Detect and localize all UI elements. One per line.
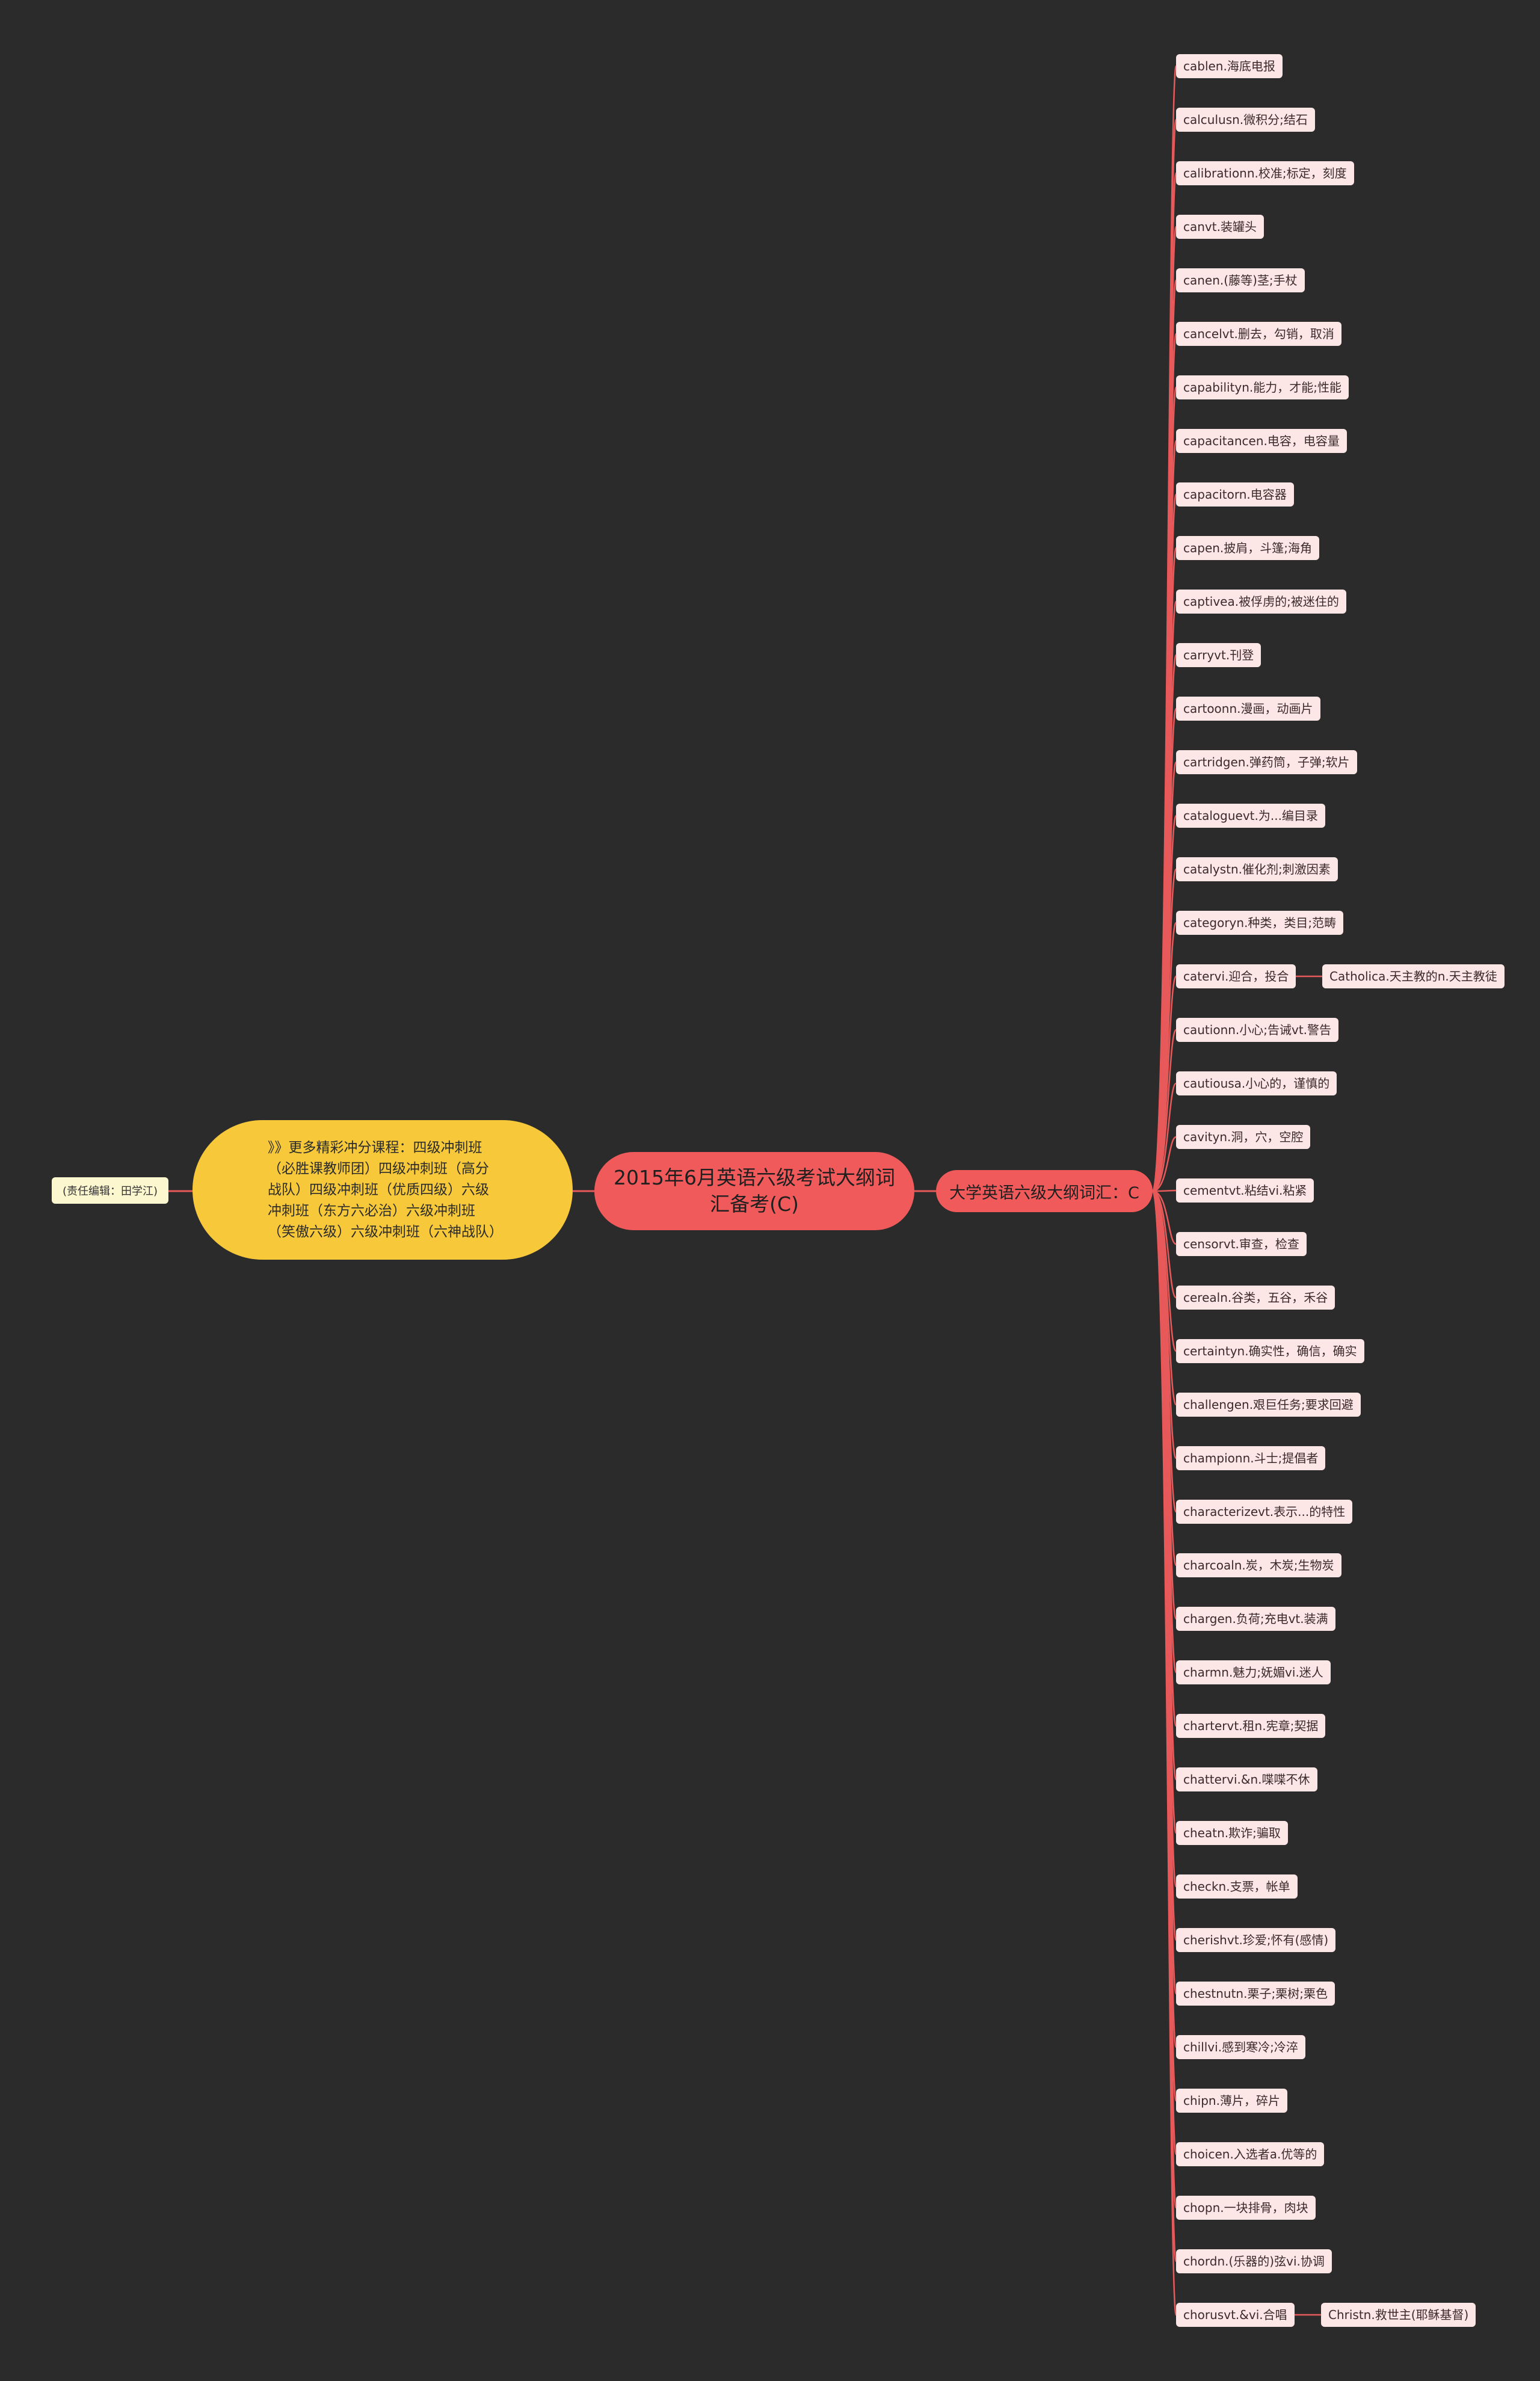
vocab-item[interactable]: cataloguevt.为...编目录 — [1176, 804, 1325, 828]
connector-line — [1152, 1082, 1177, 1192]
vocab-item[interactable]: chorusvt.&vi.合唱 — [1176, 2303, 1295, 2327]
vocab-item[interactable]: cautiousa.小心的，谨慎的 — [1176, 1071, 1337, 1095]
branch-topic-label: 大学英语六级大纲词汇：C — [949, 1183, 1139, 1203]
vocab-item[interactable]: capacitorn.电容器 — [1176, 482, 1294, 507]
vocab-item[interactable]: championn.斗士;提倡者 — [1176, 1446, 1326, 1470]
vocab-item[interactable]: canen.(藤等)茎;手杖 — [1176, 268, 1305, 292]
vocab-item[interactable]: chestnutn.栗子;栗树;栗色 — [1176, 1982, 1335, 2006]
connector-line — [1152, 1190, 1177, 1299]
vocab-item[interactable]: chipn.薄片，碎片 — [1176, 2089, 1287, 2113]
vocab-item[interactable]: checkn.支票，帐单 — [1176, 1874, 1298, 1899]
vocab-item[interactable]: cancelvt.删去，勾销，取消 — [1176, 322, 1341, 346]
vocab-item[interactable]: chordn.(乐器的)弦vi.协调 — [1176, 2249, 1332, 2273]
vocab-item[interactable]: catervi.迎合，投合 — [1176, 964, 1296, 988]
vocab-item[interactable]: cherishvt.珍爱;怀有(感情) — [1176, 1928, 1336, 1952]
vocab-item[interactable]: captivea.被俘虏的;被迷住的 — [1176, 590, 1346, 614]
promo-topic-label: 》》更多精彩冲分课程：四级冲刺班（必胜课教师团）四级冲刺班（高分战队）四级冲刺班… — [268, 1139, 503, 1240]
vocab-item[interactable]: chopn.一块排骨，肉块 — [1176, 2196, 1316, 2220]
vocab-item[interactable]: charcoaln.炭，木炭;生物炭 — [1176, 1553, 1341, 1577]
vocab-item[interactable]: canvt.装罐头 — [1176, 215, 1264, 239]
vocab-item[interactable]: cheatn.欺诈;骗取 — [1176, 1821, 1288, 1845]
editor-note-label: (责任编辑：田学江) — [62, 1185, 158, 1198]
connector-line — [1152, 1136, 1177, 1192]
vocab-item[interactable]: capacitancen.电容，电容量 — [1176, 429, 1347, 453]
vocab-item[interactable]: catalystn.催化剂;刺激因素 — [1176, 857, 1338, 881]
vocab-item[interactable]: chargen.负荷;充电vt.装满 — [1176, 1607, 1335, 1631]
vocab-subitem[interactable]: Christn.救世主(耶稣基督) — [1321, 2303, 1476, 2327]
vocab-item[interactable]: cartridgen.弹药筒，子弹;软片 — [1176, 750, 1357, 774]
vocab-item[interactable]: chattervi.&n.喋喋不休 — [1176, 1767, 1317, 1791]
promo-topic[interactable]: 》》更多精彩冲分课程：四级冲刺班（必胜课教师团）四级冲刺班（高分战队）四级冲刺班… — [192, 1120, 573, 1260]
branch-topic[interactable]: 大学英语六级大纲词汇：C — [936, 1170, 1153, 1212]
connector-line — [1152, 1029, 1177, 1192]
vocab-item[interactable]: cementvt.粘结vi.粘紧 — [1176, 1178, 1314, 1203]
vocab-item[interactable]: characterizevt.表示...的特性 — [1176, 1500, 1353, 1524]
vocab-item[interactable]: capabilityn.能力，才能;性能 — [1176, 375, 1349, 399]
root-topic-label: 2015年6月英语六级考试大纲词汇备考(C) — [614, 1166, 895, 1216]
vocab-item[interactable]: calibrationn.校准;标定，刻度 — [1176, 161, 1354, 185]
vocab-item[interactable]: cavityn.洞，穴，空腔 — [1176, 1125, 1311, 1149]
connector-line — [1151, 1190, 1177, 2316]
vocab-item[interactable]: chillvi.感到寒冷;冷淬 — [1176, 2035, 1305, 2059]
vocab-item[interactable]: categoryn.种类，类目;范畴 — [1176, 911, 1344, 935]
connector-line — [1152, 1190, 1177, 1245]
vocab-subitem[interactable]: Catholica.天主教的n.天主教徒 — [1322, 964, 1505, 988]
vocab-item[interactable]: cablen.海底电报 — [1176, 54, 1283, 78]
editor-note[interactable]: (责任编辑：田学江) — [52, 1177, 168, 1204]
vocab-item[interactable]: capen.披肩，斗篷;海角 — [1176, 536, 1320, 560]
vocab-item[interactable]: cerealn.谷类，五谷，禾谷 — [1176, 1286, 1335, 1310]
vocab-item[interactable]: censorvt.审查，检查 — [1176, 1232, 1307, 1256]
vocab-item[interactable]: carryvt.刊登 — [1176, 643, 1261, 667]
vocab-item[interactable]: chartervt.租n.宪章;契据 — [1176, 1714, 1326, 1738]
root-topic[interactable]: 2015年6月英语六级考试大纲词汇备考(C) — [594, 1152, 914, 1230]
vocab-item[interactable]: charmn.魅力;妩媚vi.迷人 — [1176, 1660, 1331, 1684]
vocab-item[interactable]: cautionn.小心;告诫vt.警告 — [1176, 1018, 1339, 1042]
vocab-item[interactable]: choicen.入选者a.优等的 — [1176, 2142, 1325, 2166]
vocab-item[interactable]: challengen.艰巨任务;要求回避 — [1176, 1393, 1361, 1417]
vocab-item[interactable]: certaintyn.确实性，确信，确实 — [1176, 1339, 1364, 1363]
vocab-item[interactable]: cartoonn.漫画，动画片 — [1176, 697, 1320, 721]
connector-line — [1152, 1189, 1177, 1192]
vocab-item[interactable]: calculusn.微积分;结石 — [1176, 108, 1315, 132]
connector-line — [1152, 975, 1177, 1192]
